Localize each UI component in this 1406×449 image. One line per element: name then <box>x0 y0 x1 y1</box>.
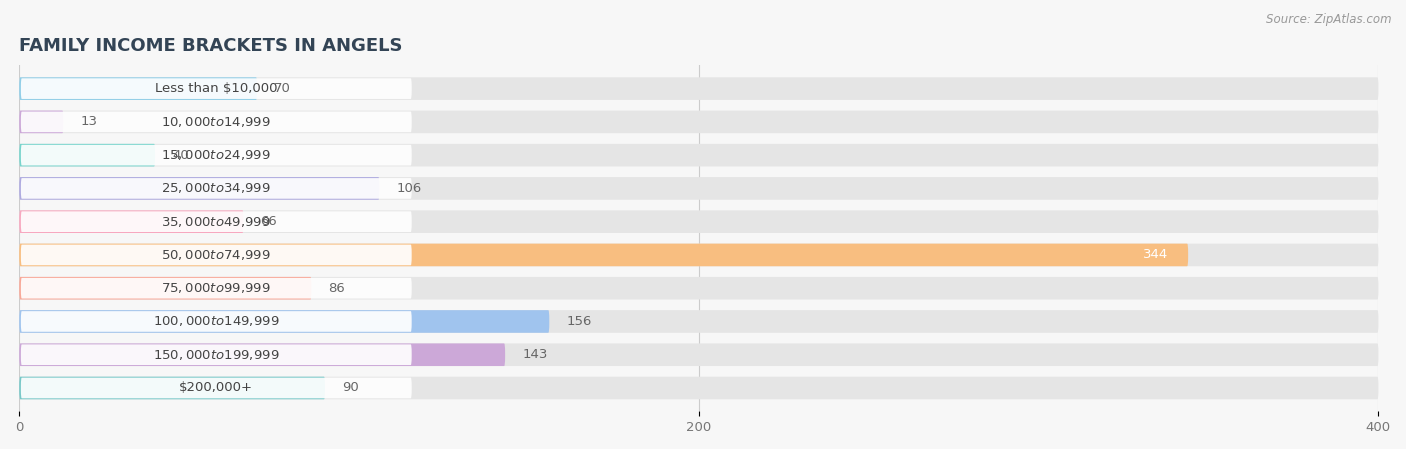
FancyBboxPatch shape <box>20 377 1378 399</box>
FancyBboxPatch shape <box>21 278 412 299</box>
Text: $200,000+: $200,000+ <box>180 382 253 395</box>
Text: FAMILY INCOME BRACKETS IN ANGELS: FAMILY INCOME BRACKETS IN ANGELS <box>20 37 402 55</box>
Text: 156: 156 <box>567 315 592 328</box>
FancyBboxPatch shape <box>20 377 325 399</box>
FancyBboxPatch shape <box>20 177 1378 200</box>
FancyBboxPatch shape <box>20 244 1188 266</box>
Text: 13: 13 <box>80 115 97 128</box>
Text: $75,000 to $99,999: $75,000 to $99,999 <box>162 281 271 295</box>
FancyBboxPatch shape <box>20 110 1378 133</box>
FancyBboxPatch shape <box>20 177 380 200</box>
Text: 70: 70 <box>274 82 291 95</box>
FancyBboxPatch shape <box>21 378 412 398</box>
Text: $25,000 to $34,999: $25,000 to $34,999 <box>162 181 271 195</box>
Text: 143: 143 <box>522 348 547 361</box>
FancyBboxPatch shape <box>21 245 412 265</box>
FancyBboxPatch shape <box>20 277 311 299</box>
FancyBboxPatch shape <box>20 310 550 333</box>
Text: $10,000 to $14,999: $10,000 to $14,999 <box>162 115 271 129</box>
Text: Less than $10,000: Less than $10,000 <box>155 82 277 95</box>
Text: $150,000 to $199,999: $150,000 to $199,999 <box>153 348 280 362</box>
FancyBboxPatch shape <box>20 144 1378 167</box>
Text: $35,000 to $49,999: $35,000 to $49,999 <box>162 215 271 229</box>
Text: $15,000 to $24,999: $15,000 to $24,999 <box>162 148 271 162</box>
Text: 40: 40 <box>172 149 188 162</box>
FancyBboxPatch shape <box>20 144 155 167</box>
Text: $50,000 to $74,999: $50,000 to $74,999 <box>162 248 271 262</box>
FancyBboxPatch shape <box>20 77 1378 100</box>
FancyBboxPatch shape <box>21 311 412 332</box>
FancyBboxPatch shape <box>21 344 412 365</box>
Text: 66: 66 <box>260 215 277 228</box>
FancyBboxPatch shape <box>20 310 1378 333</box>
FancyBboxPatch shape <box>21 145 412 166</box>
Text: 344: 344 <box>1143 248 1168 261</box>
FancyBboxPatch shape <box>20 277 1378 299</box>
FancyBboxPatch shape <box>21 111 412 132</box>
Text: Source: ZipAtlas.com: Source: ZipAtlas.com <box>1267 13 1392 26</box>
FancyBboxPatch shape <box>20 211 243 233</box>
Text: 106: 106 <box>396 182 422 195</box>
FancyBboxPatch shape <box>21 178 412 199</box>
FancyBboxPatch shape <box>20 343 505 366</box>
FancyBboxPatch shape <box>20 244 1378 266</box>
FancyBboxPatch shape <box>20 77 257 100</box>
FancyBboxPatch shape <box>20 211 1378 233</box>
FancyBboxPatch shape <box>21 211 412 232</box>
Text: 90: 90 <box>342 382 359 395</box>
FancyBboxPatch shape <box>20 110 63 133</box>
FancyBboxPatch shape <box>20 343 1378 366</box>
FancyBboxPatch shape <box>21 78 412 99</box>
Text: 86: 86 <box>329 282 344 295</box>
Text: $100,000 to $149,999: $100,000 to $149,999 <box>153 314 280 329</box>
